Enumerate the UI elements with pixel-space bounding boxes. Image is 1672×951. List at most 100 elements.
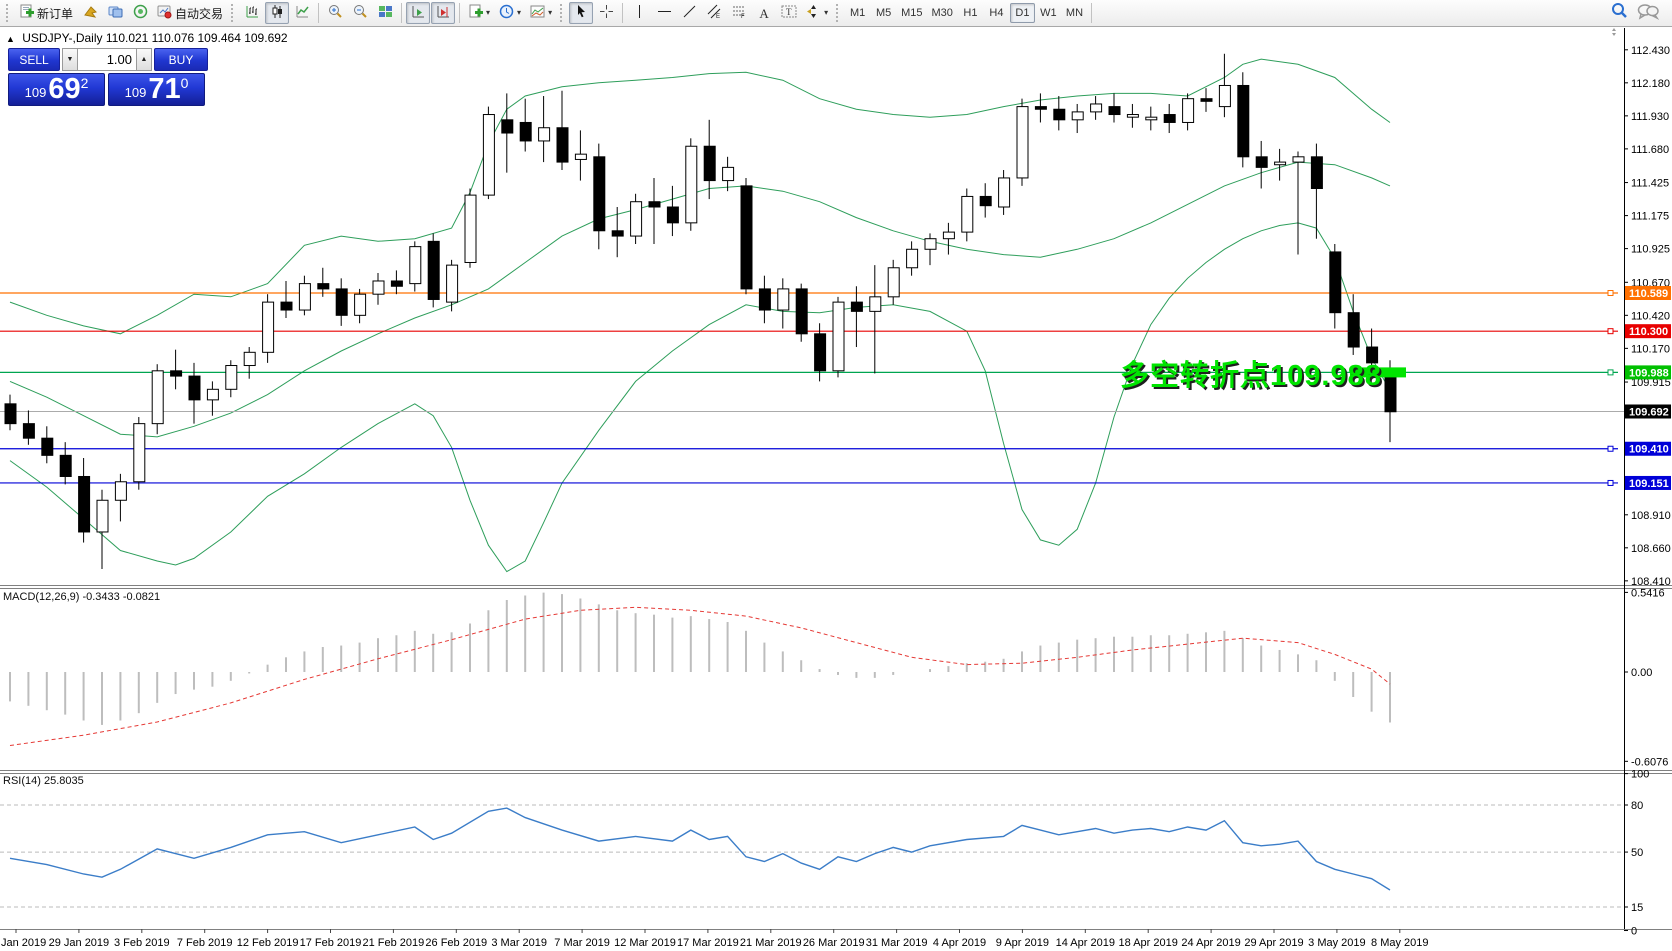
candle-body [814, 333, 827, 372]
fibonacci-icon: F [732, 4, 747, 22]
equidistant-channel-button[interactable]: E [702, 2, 726, 24]
timeframe-button-M5[interactable]: M5 [875, 7, 892, 19]
timeframe-button-D1[interactable]: D1 [1009, 3, 1035, 23]
candle-body [354, 293, 367, 316]
line-chart-button[interactable] [290, 2, 314, 24]
price-axis-label: 110.420 [1631, 310, 1670, 322]
text-label-icon: T [781, 4, 797, 22]
text-label-button[interactable]: T [777, 2, 801, 24]
level-line-handle[interactable] [1607, 369, 1614, 376]
price-axis-label: 108.660 [1631, 543, 1671, 555]
bollinger-upper-band [9, 58, 1391, 335]
trendline-icon [682, 4, 697, 22]
candle-body [666, 206, 679, 224]
price-badge [1625, 365, 1671, 380]
toolbar-grip[interactable] [231, 4, 236, 22]
tile-windows-icon [378, 4, 393, 22]
timeframe-button-H1[interactable]: H1 [963, 7, 978, 19]
search-icon[interactable] [1611, 2, 1629, 25]
rsi-axis-label: 80 [1631, 800, 1643, 812]
horizontal-line-button[interactable] [652, 2, 676, 24]
toolbar-grip[interactable] [836, 4, 841, 22]
new-chart-menu-button[interactable]: ▾ [464, 2, 494, 24]
macd-axis-label: 0.00 [1631, 667, 1652, 679]
buy-price-display[interactable]: 109 71 0 [108, 73, 205, 106]
chat-icon[interactable] [1637, 2, 1660, 25]
crosshair-button[interactable] [594, 2, 618, 24]
auto-scroll-button[interactable] [406, 2, 431, 24]
trendline-button[interactable] [677, 2, 701, 24]
candle-body [538, 127, 551, 142]
candle-body [170, 370, 183, 377]
time-axis-label: 21 Feb 2019 [363, 937, 425, 949]
level-line-handle[interactable] [1607, 328, 1614, 335]
timeframe-button-H4[interactable]: H4 [989, 7, 1004, 19]
new-order-button[interactable]: 新订单 [15, 2, 77, 24]
chevron-down-icon: ▾ [548, 8, 553, 17]
sell-price-display[interactable]: 109 69 2 [8, 73, 105, 106]
chart-shift-button[interactable] [431, 2, 456, 24]
sell-button[interactable]: SELL [8, 48, 60, 71]
scale-up-marker[interactable] [1612, 28, 1616, 31]
periods-menu-button[interactable]: ▾ [495, 2, 525, 24]
data-window-button[interactable] [103, 2, 127, 24]
candle-body [630, 201, 643, 237]
price-badge [1625, 286, 1671, 300]
timeframe-button-MN[interactable]: MN [1065, 7, 1084, 19]
toolbar-separator [1091, 3, 1093, 23]
timeframe-button-W1[interactable]: W1 [1040, 7, 1057, 19]
price-badge [1625, 475, 1671, 490]
autotrading-button[interactable]: 自动交易 [153, 2, 227, 24]
zoom-out-button[interactable] [348, 2, 372, 24]
vertical-line-button[interactable] [627, 2, 651, 24]
price-axis-label: 112.180 [1631, 78, 1670, 90]
price-axis-label: 110.925 [1631, 244, 1670, 256]
templates-menu-button[interactable]: ▾ [526, 2, 556, 24]
candle-body [1034, 106, 1047, 110]
time-axis-label: 29 Apr 2019 [1244, 937, 1303, 949]
tile-windows-button[interactable] [373, 2, 397, 24]
zoom-in-button[interactable] [323, 2, 347, 24]
time-axis-label: 26 Mar 2019 [803, 937, 865, 949]
candlestick-chart-button[interactable] [265, 2, 290, 24]
time-axis-label: 31 Mar 2019 [866, 937, 928, 949]
time-axis-label: 4 Apr 2019 [933, 937, 986, 949]
timeframe-button-M30[interactable]: M30 [931, 7, 953, 19]
volume-input[interactable] [78, 48, 136, 71]
annotation-text[interactable]: 多空转折点109.988 [1120, 360, 1382, 392]
market-watch-button[interactable] [78, 2, 102, 24]
bollinger-lower-band [9, 222, 1391, 573]
navigator-button[interactable] [128, 2, 152, 24]
level-line-handle[interactable] [1607, 290, 1614, 296]
cursor-button[interactable] [569, 2, 594, 24]
candle-body [1145, 116, 1158, 121]
candle-body [1108, 106, 1121, 116]
vertical-line-icon [632, 4, 647, 22]
candle-body [648, 201, 661, 208]
candle-body [317, 283, 330, 290]
time-axis-label: 7 Feb 2019 [177, 937, 233, 949]
toolbar-separator [622, 3, 624, 23]
volume-increase-button[interactable]: ▲ [136, 48, 152, 71]
collapse-triangle-icon[interactable]: ▲ [6, 34, 15, 44]
buy-button[interactable]: BUY [154, 48, 208, 71]
text-button[interactable]: A [752, 2, 776, 24]
fibonacci-button[interactable]: F [727, 2, 751, 24]
timeframe-button-M1[interactable]: M1 [849, 7, 866, 19]
bars-chart-button[interactable] [240, 2, 264, 24]
arrows-menu-button[interactable]: ▾ [802, 2, 832, 24]
volume-decrease-button[interactable]: ▼ [62, 48, 78, 71]
ohlc-values: 110.021 110.076 109.464 109.692 [105, 31, 288, 45]
price-badge-text: 109.151 [1629, 478, 1669, 490]
toolbar-grip[interactable] [6, 4, 11, 22]
time-axis-label: 3 May 2019 [1308, 937, 1365, 949]
candle-body [1347, 312, 1360, 348]
highlight-level-bar[interactable] [1350, 367, 1406, 378]
scale-down-marker[interactable] [1612, 33, 1616, 36]
timeframe-button-M15[interactable]: M15 [901, 7, 923, 19]
candle-body [96, 499, 109, 533]
level-line-handle[interactable] [1607, 445, 1614, 452]
toolbar-grip[interactable] [560, 4, 565, 22]
level-line-handle[interactable] [1607, 479, 1614, 486]
